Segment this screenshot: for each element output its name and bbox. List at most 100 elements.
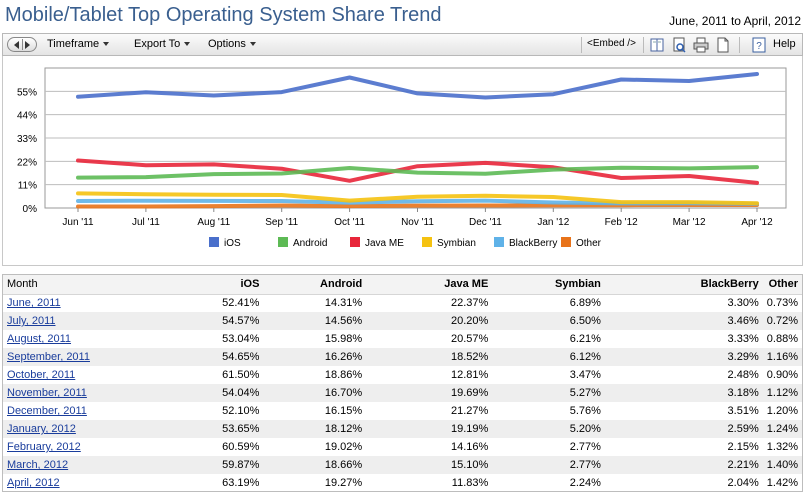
value-cell: 18.86%	[263, 366, 367, 384]
legend-label[interactable]: Symbian	[437, 238, 476, 249]
value-cell: 54.65%	[160, 348, 264, 366]
column-header-other[interactable]: Other	[762, 275, 802, 295]
column-header-month[interactable]: Month	[3, 275, 161, 295]
value-cell: 16.26%	[263, 348, 367, 366]
month-cell: February, 2012	[3, 438, 161, 456]
embed-button[interactable]: <Embed />	[587, 38, 636, 49]
page-title: Mobile/Tablet Top Operating System Share…	[5, 4, 442, 26]
series-line-java-me[interactable]	[76, 158, 759, 185]
help-link[interactable]: Help	[773, 38, 796, 50]
print-icon[interactable]	[693, 37, 709, 53]
value-cell: 18.66%	[263, 456, 367, 474]
series-line-symbian[interactable]	[76, 191, 759, 206]
legend-label[interactable]: Android	[293, 238, 327, 249]
value-cell: 54.04%	[160, 384, 264, 402]
toolbar: Timeframe Export To Options <Embed /> ? …	[2, 33, 803, 56]
value-cell: 60.59%	[160, 438, 264, 456]
value-cell: 52.10%	[160, 402, 264, 420]
month-link[interactable]: September, 2011	[7, 351, 90, 363]
document-icon[interactable]	[715, 37, 731, 53]
help-icon[interactable]: ?	[751, 37, 767, 53]
month-link[interactable]: December, 2011	[7, 405, 87, 417]
legend-label[interactable]: BlackBerry	[509, 238, 557, 249]
y-tick-label: 33%	[17, 134, 37, 145]
y-tick-label: 22%	[17, 157, 37, 168]
column-header-ios[interactable]: iOS	[160, 275, 264, 295]
timeframe-label: Timeframe	[47, 38, 100, 50]
x-tick-label: Apr '12	[741, 217, 773, 228]
book-icon[interactable]	[649, 37, 665, 53]
series-line-ios[interactable]	[76, 72, 759, 100]
line-chart: 0% 11% 22% 33% 44% 55% Jun '11 Jul '11 Aug '11 Se…	[17, 67, 787, 249]
value-cell: 61.50%	[160, 366, 264, 384]
x-tick-label: Dec '11	[469, 217, 502, 228]
value-cell: 5.76%	[492, 402, 605, 420]
chevron-down-icon	[184, 42, 191, 47]
export-label: Export To	[134, 38, 181, 50]
table-row: August, 2011 53.04% 15.98% 20.57% 6.21% 3.33%…	[3, 330, 802, 348]
legend-swatch	[494, 237, 504, 247]
print-preview-icon[interactable]	[671, 37, 687, 53]
chevron-down-icon	[103, 42, 110, 47]
x-tick-label: Feb '12	[605, 217, 638, 228]
options-menu[interactable]: Options	[208, 38, 256, 50]
month-link[interactable]: April, 2012	[7, 477, 60, 489]
value-cell: 3.46%	[604, 312, 763, 330]
value-cell: 3.30%	[604, 294, 763, 312]
value-cell: 54.57%	[160, 312, 264, 330]
month-link[interactable]: November, 2011	[7, 387, 87, 399]
column-header-android[interactable]: Android	[263, 275, 367, 295]
value-cell: 1.12%	[762, 384, 802, 402]
date-range: June, 2011 to April, 2012	[669, 14, 801, 28]
table-row: April, 2012 63.19% 19.27% 11.83% 2.24% 2.04% 1…	[3, 474, 802, 491]
value-cell: 2.15%	[604, 438, 763, 456]
y-tick-label: 44%	[17, 111, 37, 122]
value-cell: 59.87%	[160, 456, 264, 474]
value-cell: 0.73%	[762, 294, 802, 312]
timeframe-menu[interactable]: Timeframe	[47, 38, 110, 50]
arrow-left-icon[interactable]	[14, 41, 19, 49]
value-cell: 22.37%	[366, 294, 493, 312]
column-header-java-me[interactable]: Java ME	[366, 275, 493, 295]
y-tick-label: 55%	[17, 87, 37, 98]
month-link[interactable]: March, 2012	[7, 459, 69, 471]
x-tick-label: Jun '11	[62, 217, 94, 228]
legend-label[interactable]: Java ME	[365, 238, 404, 249]
value-cell: 2.04%	[604, 474, 763, 491]
value-cell: 2.21%	[604, 456, 763, 474]
value-cell: 6.12%	[492, 348, 605, 366]
value-cell: 6.50%	[492, 312, 605, 330]
value-cell: 0.88%	[762, 330, 802, 348]
value-cell: 14.56%	[263, 312, 367, 330]
export-menu[interactable]: Export To	[134, 38, 191, 50]
table-row: October, 2011 61.50% 18.86% 12.81% 3.47% 2.48…	[3, 366, 802, 384]
value-cell: 15.98%	[263, 330, 367, 348]
column-header-blackberry[interactable]: BlackBerry	[604, 275, 763, 295]
table-row: June, 2011 52.41% 14.31% 22.37% 6.89% 3.30% 0.…	[3, 294, 802, 312]
value-cell: 18.52%	[366, 348, 493, 366]
value-cell: 1.20%	[762, 402, 802, 420]
value-cell: 21.27%	[366, 402, 493, 420]
month-link[interactable]: June, 2011	[7, 297, 61, 310]
nav-arrows[interactable]	[7, 37, 37, 52]
table-row: January, 2012 53.65% 18.12% 19.19% 5.20% 2.59…	[3, 420, 802, 438]
value-cell: 1.42%	[762, 474, 802, 491]
legend-label[interactable]: Other	[576, 238, 602, 249]
value-cell: 20.57%	[366, 330, 493, 348]
month-link[interactable]: October, 2011	[7, 369, 76, 381]
month-link[interactable]: January, 2012	[7, 423, 76, 435]
arrow-right-icon[interactable]	[25, 41, 30, 49]
series-line-android[interactable]	[76, 165, 759, 180]
value-cell: 1.24%	[762, 420, 802, 438]
svg-text:?: ?	[756, 41, 762, 52]
table-header-row: Month iOS Android Java ME Symbian BlackBerry O…	[3, 275, 802, 295]
month-link[interactable]: July, 2011	[7, 315, 56, 327]
column-header-symbian[interactable]: Symbian	[492, 275, 605, 295]
month-cell: September, 2011	[3, 348, 161, 366]
chevron-down-icon	[249, 42, 256, 47]
value-cell: 1.32%	[762, 438, 802, 456]
month-link[interactable]: August, 2011	[7, 333, 72, 345]
month-link[interactable]: February, 2012	[7, 441, 81, 453]
legend-swatch	[209, 237, 219, 247]
legend-label[interactable]: iOS	[224, 238, 241, 249]
